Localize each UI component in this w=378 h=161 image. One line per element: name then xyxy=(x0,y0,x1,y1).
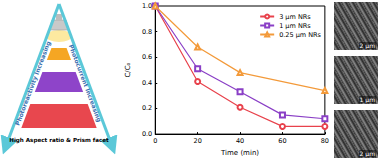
svg-text:20: 20 xyxy=(194,137,202,145)
svg-text:60: 60 xyxy=(278,137,286,145)
svg-text:40: 40 xyxy=(236,137,244,145)
svg-text:0.0: 0.0 xyxy=(142,130,152,138)
html-text:2 μm: 2 μm xyxy=(359,150,375,157)
html-text:2 μm: 2 μm xyxy=(359,42,375,49)
svg-text:C/C₀: C/C₀ xyxy=(124,62,132,77)
svg-text:Photoreactivity Increasing: Photoreactivity Increasing xyxy=(13,40,52,127)
html-text:1 μm: 1 μm xyxy=(359,96,375,103)
svg-text:1.0: 1.0 xyxy=(142,2,152,10)
svg-text:Time (min): Time (min) xyxy=(220,149,259,157)
svg-text:80: 80 xyxy=(321,137,329,145)
svg-text:0.2: 0.2 xyxy=(142,104,152,112)
svg-text:0.4: 0.4 xyxy=(142,79,152,87)
svg-text:0.6: 0.6 xyxy=(142,53,152,61)
svg-text:High Aspect ratio & Prism face: High Aspect ratio & Prism facet xyxy=(9,137,109,144)
svg-text:1 μm NRs: 1 μm NRs xyxy=(279,22,311,30)
svg-text:3 μm NRs: 3 μm NRs xyxy=(279,13,311,21)
svg-text:0: 0 xyxy=(153,137,157,145)
svg-text:Photocurrent Increasing: Photocurrent Increasing xyxy=(67,43,103,123)
svg-text:0.25 μm NRs: 0.25 μm NRs xyxy=(279,31,321,39)
svg-text:0.8: 0.8 xyxy=(142,28,152,36)
